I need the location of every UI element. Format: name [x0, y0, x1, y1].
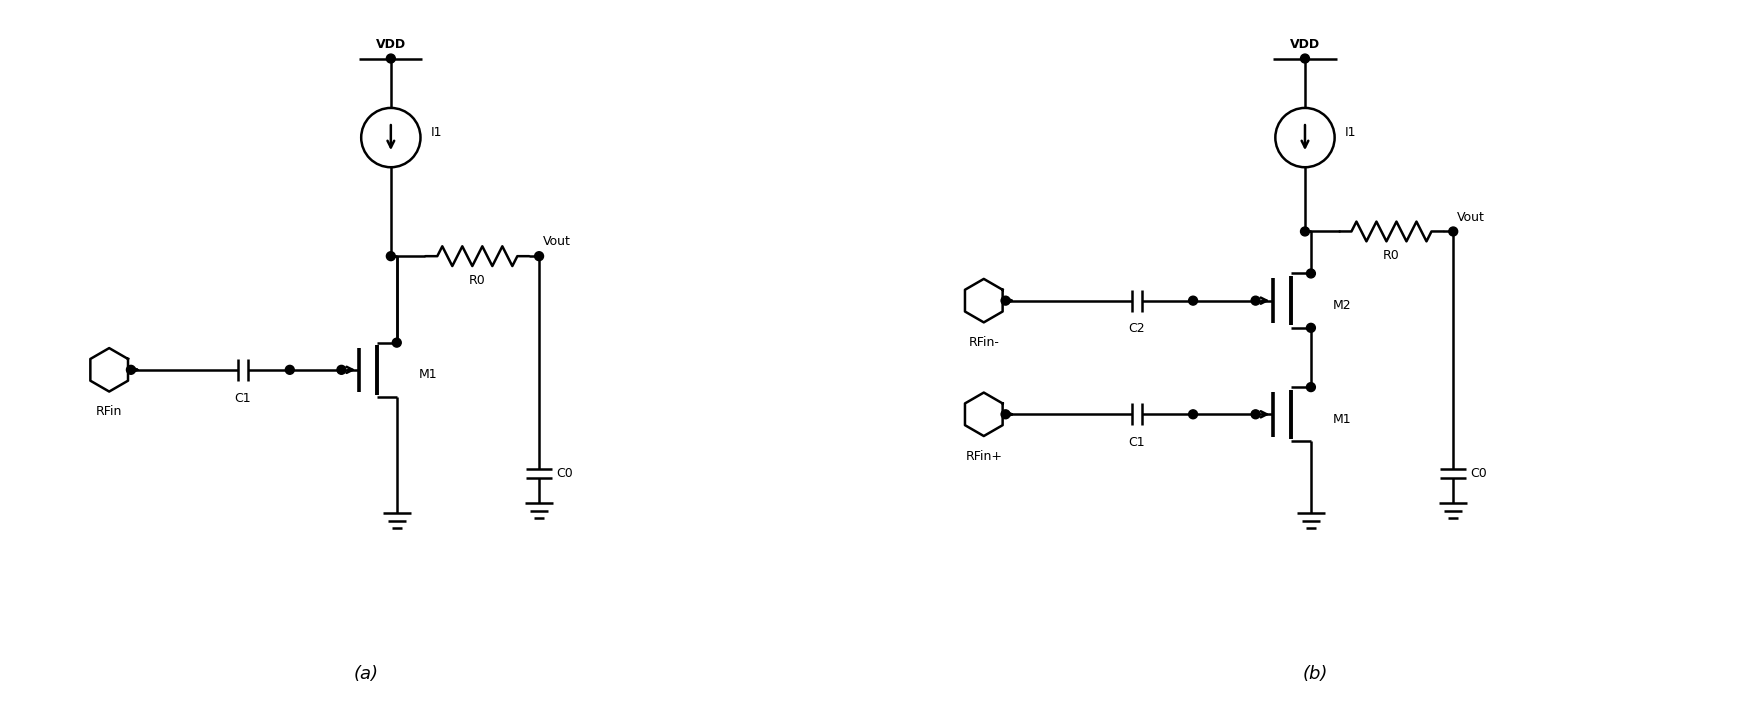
Circle shape	[286, 366, 295, 374]
Circle shape	[1448, 227, 1457, 236]
Text: (a): (a)	[353, 665, 379, 683]
Circle shape	[386, 54, 395, 63]
Text: I1: I1	[430, 126, 441, 139]
Text: C1: C1	[1127, 436, 1145, 449]
Text: M1: M1	[418, 368, 437, 381]
Circle shape	[1300, 54, 1309, 63]
Text: C0: C0	[1469, 467, 1485, 480]
Text: RFin+: RFin+	[965, 450, 1002, 463]
Text: M2: M2	[1332, 299, 1351, 312]
Circle shape	[1251, 410, 1259, 419]
Text: RFin: RFin	[95, 405, 122, 418]
Text: C2: C2	[1127, 322, 1145, 335]
Text: (b): (b)	[1302, 665, 1327, 683]
Circle shape	[337, 366, 346, 374]
Circle shape	[1305, 383, 1314, 392]
Text: I1: I1	[1344, 126, 1355, 139]
Text: VDD: VDD	[1289, 38, 1319, 50]
Circle shape	[1187, 296, 1196, 305]
Text: VDD: VDD	[376, 38, 406, 50]
Circle shape	[127, 366, 136, 374]
Text: Vout: Vout	[543, 235, 570, 248]
Text: R0: R0	[1383, 249, 1399, 262]
Circle shape	[1000, 410, 1009, 419]
Circle shape	[1300, 227, 1309, 236]
Text: Vout: Vout	[1457, 211, 1484, 224]
Circle shape	[1000, 296, 1009, 305]
Text: RFin-: RFin-	[968, 337, 998, 349]
Circle shape	[1187, 410, 1196, 419]
Circle shape	[386, 252, 395, 261]
Text: M1: M1	[1332, 413, 1351, 426]
Circle shape	[1305, 323, 1314, 332]
Circle shape	[1251, 296, 1259, 305]
Text: C0: C0	[556, 467, 572, 480]
Circle shape	[534, 252, 543, 261]
Circle shape	[392, 338, 400, 347]
Circle shape	[1305, 269, 1314, 278]
Text: R0: R0	[469, 274, 485, 287]
Text: C1: C1	[235, 392, 250, 405]
